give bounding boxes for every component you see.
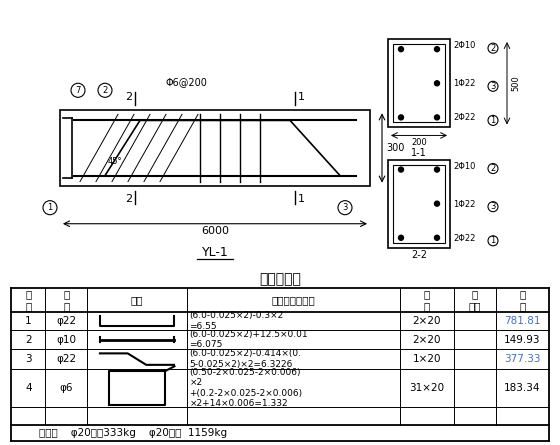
- Circle shape: [435, 81, 440, 86]
- Text: 300: 300: [386, 143, 404, 153]
- Text: (6.0-0.025×2)+12.5×0.01
=6.075: (6.0-0.025×2)+12.5×0.01 =6.075: [189, 330, 308, 349]
- Text: 45°: 45°: [108, 157, 123, 166]
- Text: 1-1: 1-1: [411, 147, 427, 158]
- Text: 2Φ10: 2Φ10: [453, 41, 475, 50]
- Bar: [393, 165, 445, 243]
- Text: 1Φ22: 1Φ22: [453, 200, 475, 209]
- Text: 500: 500: [511, 75, 520, 91]
- Text: 1: 1: [298, 92, 305, 102]
- Circle shape: [435, 115, 440, 120]
- Text: 重
量: 重 量: [519, 289, 525, 311]
- Bar: [388, 159, 450, 248]
- Text: 钢筋计算表: 钢筋计算表: [259, 272, 301, 286]
- Text: 2: 2: [25, 335, 31, 344]
- Text: (6.0-0.025×2)-0.414×(0.
5-0.025×2)×2=6.3226: (6.0-0.025×2)-0.414×(0. 5-0.025×2)×2=6.3…: [189, 349, 301, 369]
- Circle shape: [399, 167, 404, 172]
- Text: 31×20: 31×20: [409, 383, 445, 393]
- Text: 2Φ22: 2Φ22: [453, 113, 475, 122]
- Text: φ22: φ22: [57, 354, 77, 364]
- Text: (0.50-2×0.025-2×0.006)
×2
+(0.2-2×0.025-2×0.006)
×2+14×0.006=1.332: (0.50-2×0.025-2×0.006) ×2 +(0.2-2×0.025-…: [189, 368, 302, 408]
- Text: (6.0-0.025×2)-0.3×2
=6.55: (6.0-0.025×2)-0.3×2 =6.55: [189, 311, 283, 331]
- Text: 2×20: 2×20: [413, 335, 441, 344]
- Text: 2Φ22: 2Φ22: [453, 234, 475, 243]
- Text: 1: 1: [48, 203, 53, 212]
- Text: 3: 3: [491, 202, 496, 211]
- Text: 2: 2: [491, 164, 496, 173]
- Bar: [388, 39, 450, 127]
- Text: 2: 2: [125, 194, 132, 204]
- Text: 2: 2: [102, 86, 108, 95]
- Bar: [60, 110, 370, 186]
- Text: 1×20: 1×20: [413, 354, 441, 364]
- Text: 1: 1: [491, 236, 496, 245]
- Circle shape: [399, 235, 404, 240]
- Text: 3: 3: [342, 203, 348, 212]
- Circle shape: [399, 47, 404, 52]
- Text: 总
长度: 总 长度: [468, 289, 481, 311]
- Text: 149.93: 149.93: [504, 335, 540, 344]
- Text: 2-2: 2-2: [411, 250, 427, 260]
- Text: 2: 2: [125, 92, 132, 102]
- Text: 1: 1: [491, 116, 496, 125]
- Circle shape: [435, 201, 440, 206]
- Text: 2×20: 2×20: [413, 316, 441, 326]
- Text: 3: 3: [491, 82, 496, 91]
- Text: 4: 4: [25, 383, 31, 393]
- Text: 2Φ10: 2Φ10: [453, 162, 475, 170]
- Text: YL-1: YL-1: [202, 246, 228, 259]
- Text: 1: 1: [298, 194, 305, 204]
- Text: φ10: φ10: [57, 335, 76, 344]
- Text: 根
数: 根 数: [424, 289, 430, 311]
- Text: 简图: 简图: [130, 295, 143, 305]
- Bar: [393, 44, 445, 122]
- Text: 单根长度计算式: 单根长度计算式: [272, 295, 315, 305]
- Text: 183.34: 183.34: [504, 383, 540, 393]
- Text: 6000: 6000: [201, 226, 229, 236]
- Circle shape: [435, 47, 440, 52]
- Text: 合计：    φ20内：333kg    φ20外：  1159kg: 合计： φ20内：333kg φ20外： 1159kg: [39, 428, 227, 437]
- Text: Φ6@200: Φ6@200: [165, 77, 207, 87]
- Text: 1Φ22: 1Φ22: [453, 79, 475, 88]
- Text: 直
径: 直 径: [63, 289, 69, 311]
- Text: φ22: φ22: [57, 316, 77, 326]
- Text: φ6: φ6: [60, 383, 73, 393]
- Circle shape: [435, 235, 440, 240]
- Circle shape: [399, 115, 404, 120]
- Text: 781.81: 781.81: [504, 316, 540, 326]
- Text: 7: 7: [75, 86, 81, 95]
- Text: 200: 200: [411, 138, 427, 147]
- Text: 1: 1: [25, 316, 31, 326]
- Text: 377.33: 377.33: [504, 354, 540, 364]
- Text: 2: 2: [491, 44, 496, 53]
- Text: 编
号: 编 号: [25, 289, 31, 311]
- Text: 3: 3: [25, 354, 31, 364]
- Circle shape: [435, 167, 440, 172]
